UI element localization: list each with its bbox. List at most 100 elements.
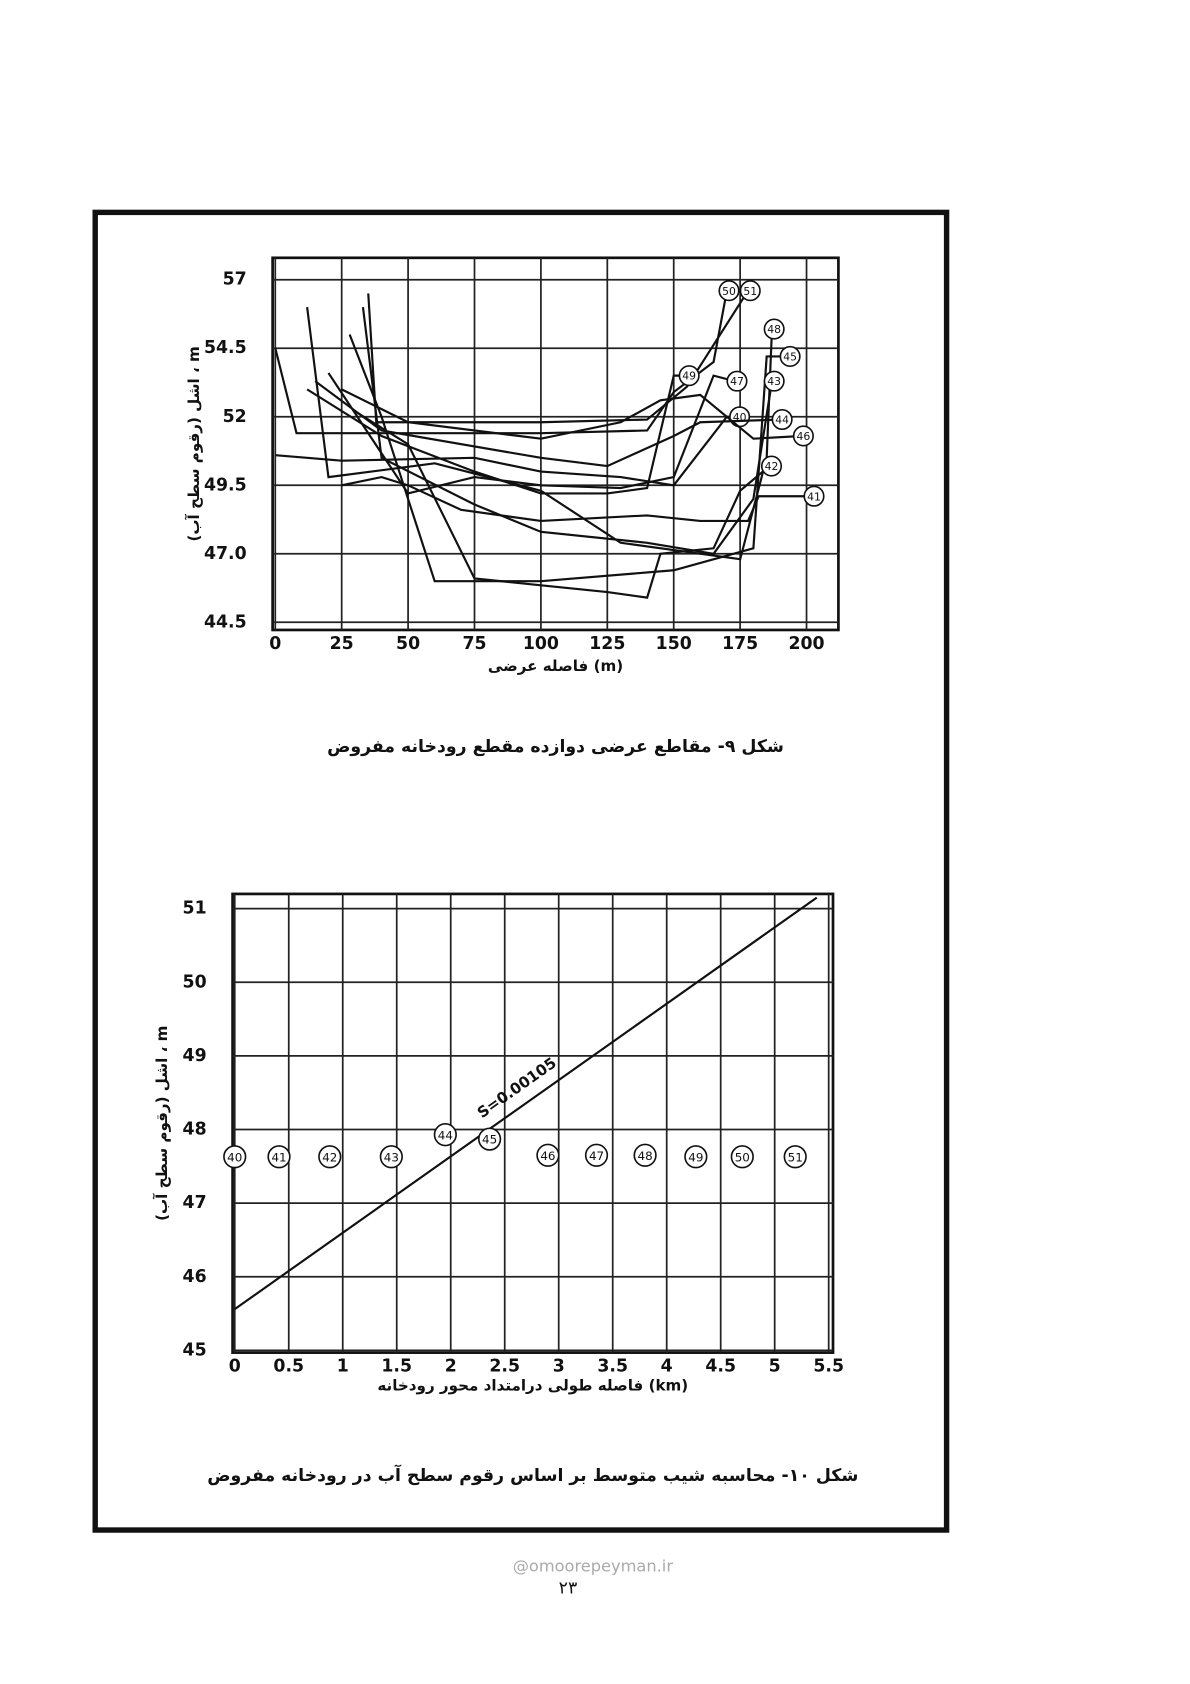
- section-label: 50: [722, 285, 736, 298]
- y-tick-label: 54.5: [204, 338, 247, 358]
- station-label: 45: [482, 1133, 497, 1147]
- plot-frame: [231, 892, 835, 1354]
- x-tick-label: 3.5: [597, 1357, 628, 1377]
- section-label: 44: [775, 414, 789, 427]
- figure-caption: شکل ۱۰- محاسبه شیب متوسط بر اساس رقوم سط…: [207, 1464, 858, 1486]
- y-tick-label: 49.5: [204, 475, 247, 495]
- station-point: [633, 1143, 657, 1167]
- station-point: [379, 1145, 403, 1169]
- x-tick-label: 1.5: [381, 1357, 412, 1377]
- station-label: 49: [688, 1150, 703, 1164]
- station-point: [536, 1143, 560, 1167]
- series-line: [314, 380, 781, 468]
- x-tick-label: 4: [661, 1357, 673, 1377]
- x-tick-label: 5: [769, 1357, 781, 1377]
- section-marker: [771, 408, 793, 431]
- station-point: [223, 1145, 247, 1169]
- y-tick-label: 44.5: [204, 612, 247, 632]
- station-label: 40: [227, 1150, 242, 1164]
- x-tick-label: 4.5: [705, 1357, 736, 1377]
- series-line: [341, 388, 802, 440]
- section-marker: [803, 485, 825, 507]
- y-tick-label: 51: [183, 899, 207, 919]
- y-axis-label: اشل (رقوم سطح آب) ، m: [152, 1026, 171, 1221]
- station-point: [433, 1123, 457, 1147]
- station-label: 50: [735, 1150, 750, 1164]
- section-label: 49: [682, 370, 696, 383]
- section-marker: [763, 318, 785, 340]
- station-point: [267, 1145, 291, 1169]
- x-tick-label: 25: [330, 634, 354, 654]
- station-point: [477, 1127, 502, 1151]
- section-marker: [678, 365, 700, 387]
- station-label: 51: [788, 1150, 803, 1164]
- station-point: [684, 1145, 708, 1169]
- y-tick-label: 52: [223, 407, 247, 427]
- section-marker: [739, 280, 761, 302]
- y-tick-label: 57: [223, 270, 247, 290]
- series-line: [367, 290, 749, 424]
- station-label: 44: [438, 1128, 453, 1142]
- section-label: 46: [797, 430, 811, 443]
- x-tick-label: 150: [656, 634, 692, 654]
- page-frame: [92, 209, 950, 1533]
- figure-caption: شکل ۹- مقاطع عرضی دوازده مقطع رودخانه مف…: [327, 737, 784, 757]
- series-line: [275, 415, 738, 487]
- y-tick-label: 47: [183, 1193, 207, 1213]
- plot-frame: [271, 256, 840, 632]
- station-label: 42: [322, 1150, 337, 1164]
- station-label: 43: [384, 1150, 399, 1164]
- x-tick-label: 75: [462, 634, 486, 654]
- station-point: [318, 1145, 342, 1169]
- y-tick-label: 50: [183, 972, 207, 992]
- series-line: [274, 290, 728, 435]
- y-tick-label: 49: [183, 1046, 207, 1066]
- y-tick-label: 45: [183, 1340, 207, 1360]
- section-marker: [779, 345, 801, 368]
- section-marker: [792, 425, 814, 447]
- x-axis-label: فاصله طولی درامتداد محور رودخانه (km): [377, 1377, 688, 1395]
- station-point: [783, 1145, 807, 1169]
- x-tick-label: 0: [269, 634, 281, 654]
- station-label: 46: [540, 1149, 555, 1163]
- section-marker: [763, 370, 785, 392]
- section-label: 45: [783, 351, 797, 364]
- x-tick-label: 0.5: [273, 1357, 304, 1377]
- section-label: 42: [765, 460, 779, 473]
- x-tick-label: 1: [337, 1357, 349, 1377]
- series-line: [361, 307, 774, 555]
- y-tick-label: 47.0: [204, 544, 247, 564]
- station-label: 41: [271, 1150, 286, 1164]
- y-tick-label: 46: [183, 1267, 207, 1287]
- station-point: [730, 1145, 754, 1169]
- x-tick-label: 50: [396, 634, 420, 654]
- section-marker: [760, 455, 783, 477]
- y-axis-label: اشل (رقوم سطح آب) ، m: [184, 346, 203, 541]
- series-line: [306, 374, 687, 495]
- station-point: [584, 1143, 609, 1167]
- x-tick-label: 0: [229, 1357, 241, 1377]
- x-tick-label: 175: [722, 634, 758, 654]
- section-label: 43: [767, 375, 781, 388]
- x-tick-label: 3: [553, 1357, 565, 1377]
- x-tick-label: 100: [523, 634, 559, 654]
- section-marker: [726, 370, 748, 392]
- x-tick-label: 2: [445, 1357, 457, 1377]
- section-label: 41: [807, 490, 821, 503]
- x-tick-label: 2.5: [489, 1357, 520, 1377]
- series-line: [306, 307, 774, 561]
- section-label: 51: [743, 285, 757, 298]
- series-line: [354, 410, 771, 599]
- x-tick-label: 5.5: [813, 1357, 844, 1377]
- section-label: 48: [767, 323, 781, 336]
- page-number: ۲۳: [559, 1578, 578, 1598]
- x-tick-label: 200: [788, 634, 824, 654]
- x-tick-label: 125: [589, 634, 625, 654]
- y-tick-label: 48: [183, 1120, 207, 1140]
- section-label: 47: [730, 375, 744, 388]
- station-label: 48: [638, 1149, 653, 1163]
- series-line: [341, 475, 812, 523]
- series-line: [234, 896, 818, 1311]
- section-marker: [718, 280, 740, 302]
